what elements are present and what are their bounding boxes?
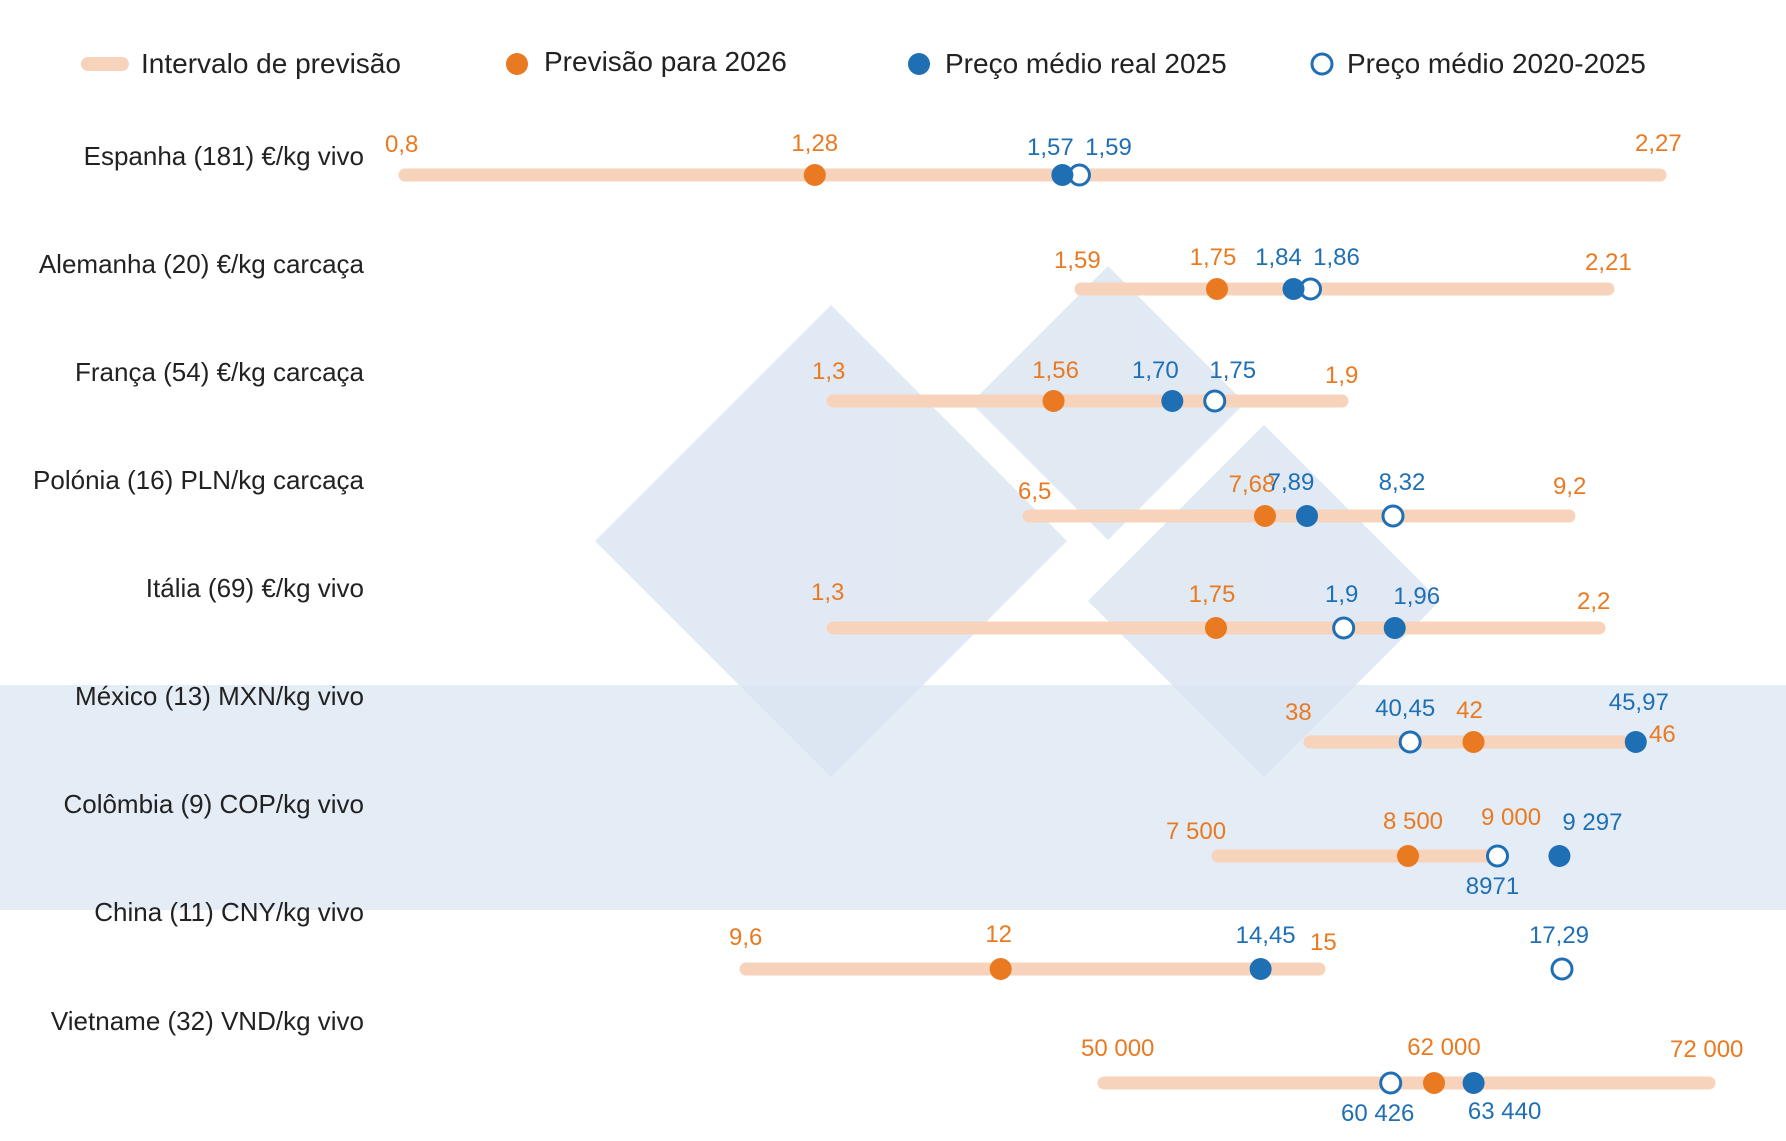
actual-value-label: 1,84 [1255, 244, 1302, 271]
average-value-label: 8971 [1466, 873, 1519, 900]
forecast-marker [1205, 617, 1227, 639]
actual-marker [1051, 164, 1074, 186]
forecast-marker [1397, 845, 1419, 867]
max-value-label: 15 [1310, 929, 1337, 956]
actual-value-label: 1,96 [1393, 583, 1440, 610]
max-value-label: 72 000 [1670, 1036, 1743, 1063]
average-marker [1398, 730, 1422, 754]
actual-marker [1462, 1072, 1485, 1094]
forecast-value-label: 1,28 [791, 130, 838, 157]
average-value-label: 1,9 [1325, 581, 1358, 608]
average-marker [1550, 957, 1574, 981]
legend-actual-marker [908, 53, 930, 75]
row-label: Itália (69) €/kg vivo [146, 573, 364, 603]
actual-marker [1624, 731, 1647, 753]
actual-value-label: 9 297 [1562, 809, 1622, 836]
forecast-marker [803, 164, 826, 186]
actual-value-label: 1,57 [1027, 134, 1074, 161]
average-marker [1379, 1071, 1403, 1095]
max-value-label: 2,27 [1635, 130, 1682, 157]
legend-forecast-label: Previsão para 2026 [544, 46, 787, 77]
min-value-label: 1,3 [812, 358, 845, 385]
forecast-marker [1462, 731, 1485, 753]
watermark-logo [595, 266, 1440, 777]
min-value-label: 50 000 [1081, 1035, 1154, 1062]
forecast-value-label: 1,75 [1190, 244, 1237, 271]
average-marker [1485, 844, 1509, 868]
forecast-marker [1254, 505, 1276, 527]
min-value-label: 7 500 [1166, 818, 1226, 845]
actual-value-label: 63 440 [1468, 1098, 1541, 1125]
row-label: Vietname (32) VND/kg vivo [51, 1006, 364, 1036]
min-value-label: 0,8 [385, 131, 418, 158]
max-value-label: 2,2 [1577, 588, 1610, 615]
row-label: França (54) €/kg carcaça [75, 357, 365, 387]
actual-marker [1249, 958, 1272, 980]
actual-value-label: 1,70 [1132, 357, 1179, 384]
actual-value-label: 7,89 [1268, 469, 1315, 496]
average-marker [1332, 616, 1356, 640]
average-value-label: 8,32 [1379, 469, 1426, 496]
average-value-label: 1,86 [1313, 244, 1360, 271]
row-label: Espanha (181) €/kg vivo [84, 141, 364, 171]
min-value-label: 6,5 [1018, 478, 1051, 505]
legend-forecast-marker [506, 53, 528, 75]
forecast-value-label: 7,68 [1229, 471, 1276, 498]
actual-marker [1383, 617, 1406, 639]
legend-average-label: Preço médio 2020-2025 [1347, 48, 1646, 79]
actual-marker [1548, 845, 1571, 867]
actual-value-label: 45,97 [1609, 689, 1669, 716]
average-marker [1381, 504, 1405, 528]
forecast-value-label: 1,75 [1189, 581, 1236, 608]
forecast-value-label: 62 000 [1407, 1034, 1480, 1061]
forecast-value-label: 8 500 [1383, 808, 1443, 835]
highlight-band [0, 685, 1786, 910]
row-label: Colômbia (9) COP/kg vivo [63, 789, 364, 819]
average-value-label: 1,59 [1085, 134, 1132, 161]
actual-value-label: 14,45 [1236, 922, 1296, 949]
forecast-marker [1206, 278, 1228, 300]
max-value-label: 9 000 [1481, 804, 1541, 831]
max-value-label: 46 [1649, 721, 1676, 748]
forecast-marker [989, 958, 1012, 980]
max-value-label: 9,2 [1553, 473, 1586, 500]
forecast-value-label: 12 [985, 921, 1012, 948]
average-value-label: 40,45 [1375, 695, 1435, 722]
max-value-label: 1,9 [1325, 362, 1358, 389]
min-value-label: 9,6 [729, 924, 762, 951]
forecast-marker [1423, 1072, 1445, 1094]
chart-rows: Espanha (181) €/kg vivo 0,8 2,27 1,28 1,57 1,… [33, 130, 1743, 1127]
row-label: Alemanha (20) €/kg carcaça [39, 249, 365, 279]
forecast-value-label: 42 [1456, 697, 1483, 724]
row-label: México (13) MXN/kg vivo [75, 681, 364, 711]
min-value-label: 38 [1285, 699, 1312, 726]
average-marker [1203, 389, 1227, 413]
average-value-label: 60 426 [1341, 1100, 1414, 1127]
watermark-diamond-large [595, 305, 1067, 777]
actual-marker [1161, 390, 1184, 412]
legend-range-label: Intervalo de previsão [141, 48, 401, 79]
average-value-label: 17,29 [1529, 922, 1589, 949]
min-value-label: 1,3 [811, 579, 844, 606]
legend: Intervalo de previsão Previsão para 2026… [81, 46, 1646, 79]
forecast-marker [1042, 390, 1065, 412]
actual-marker [1296, 505, 1318, 527]
forecast-value-label: 1,56 [1032, 357, 1079, 384]
actual-marker [1282, 278, 1305, 300]
max-value-label: 2,21 [1585, 249, 1632, 276]
legend-average-marker [1310, 52, 1334, 76]
row-label: China (11) CNY/kg vivo [94, 897, 364, 927]
min-value-label: 1,59 [1054, 247, 1101, 274]
legend-actual-label: Preço médio real 2025 [945, 48, 1227, 79]
row-label: Polónia (16) PLN/kg carcaça [33, 465, 364, 495]
average-value-label: 1,75 [1209, 357, 1256, 384]
